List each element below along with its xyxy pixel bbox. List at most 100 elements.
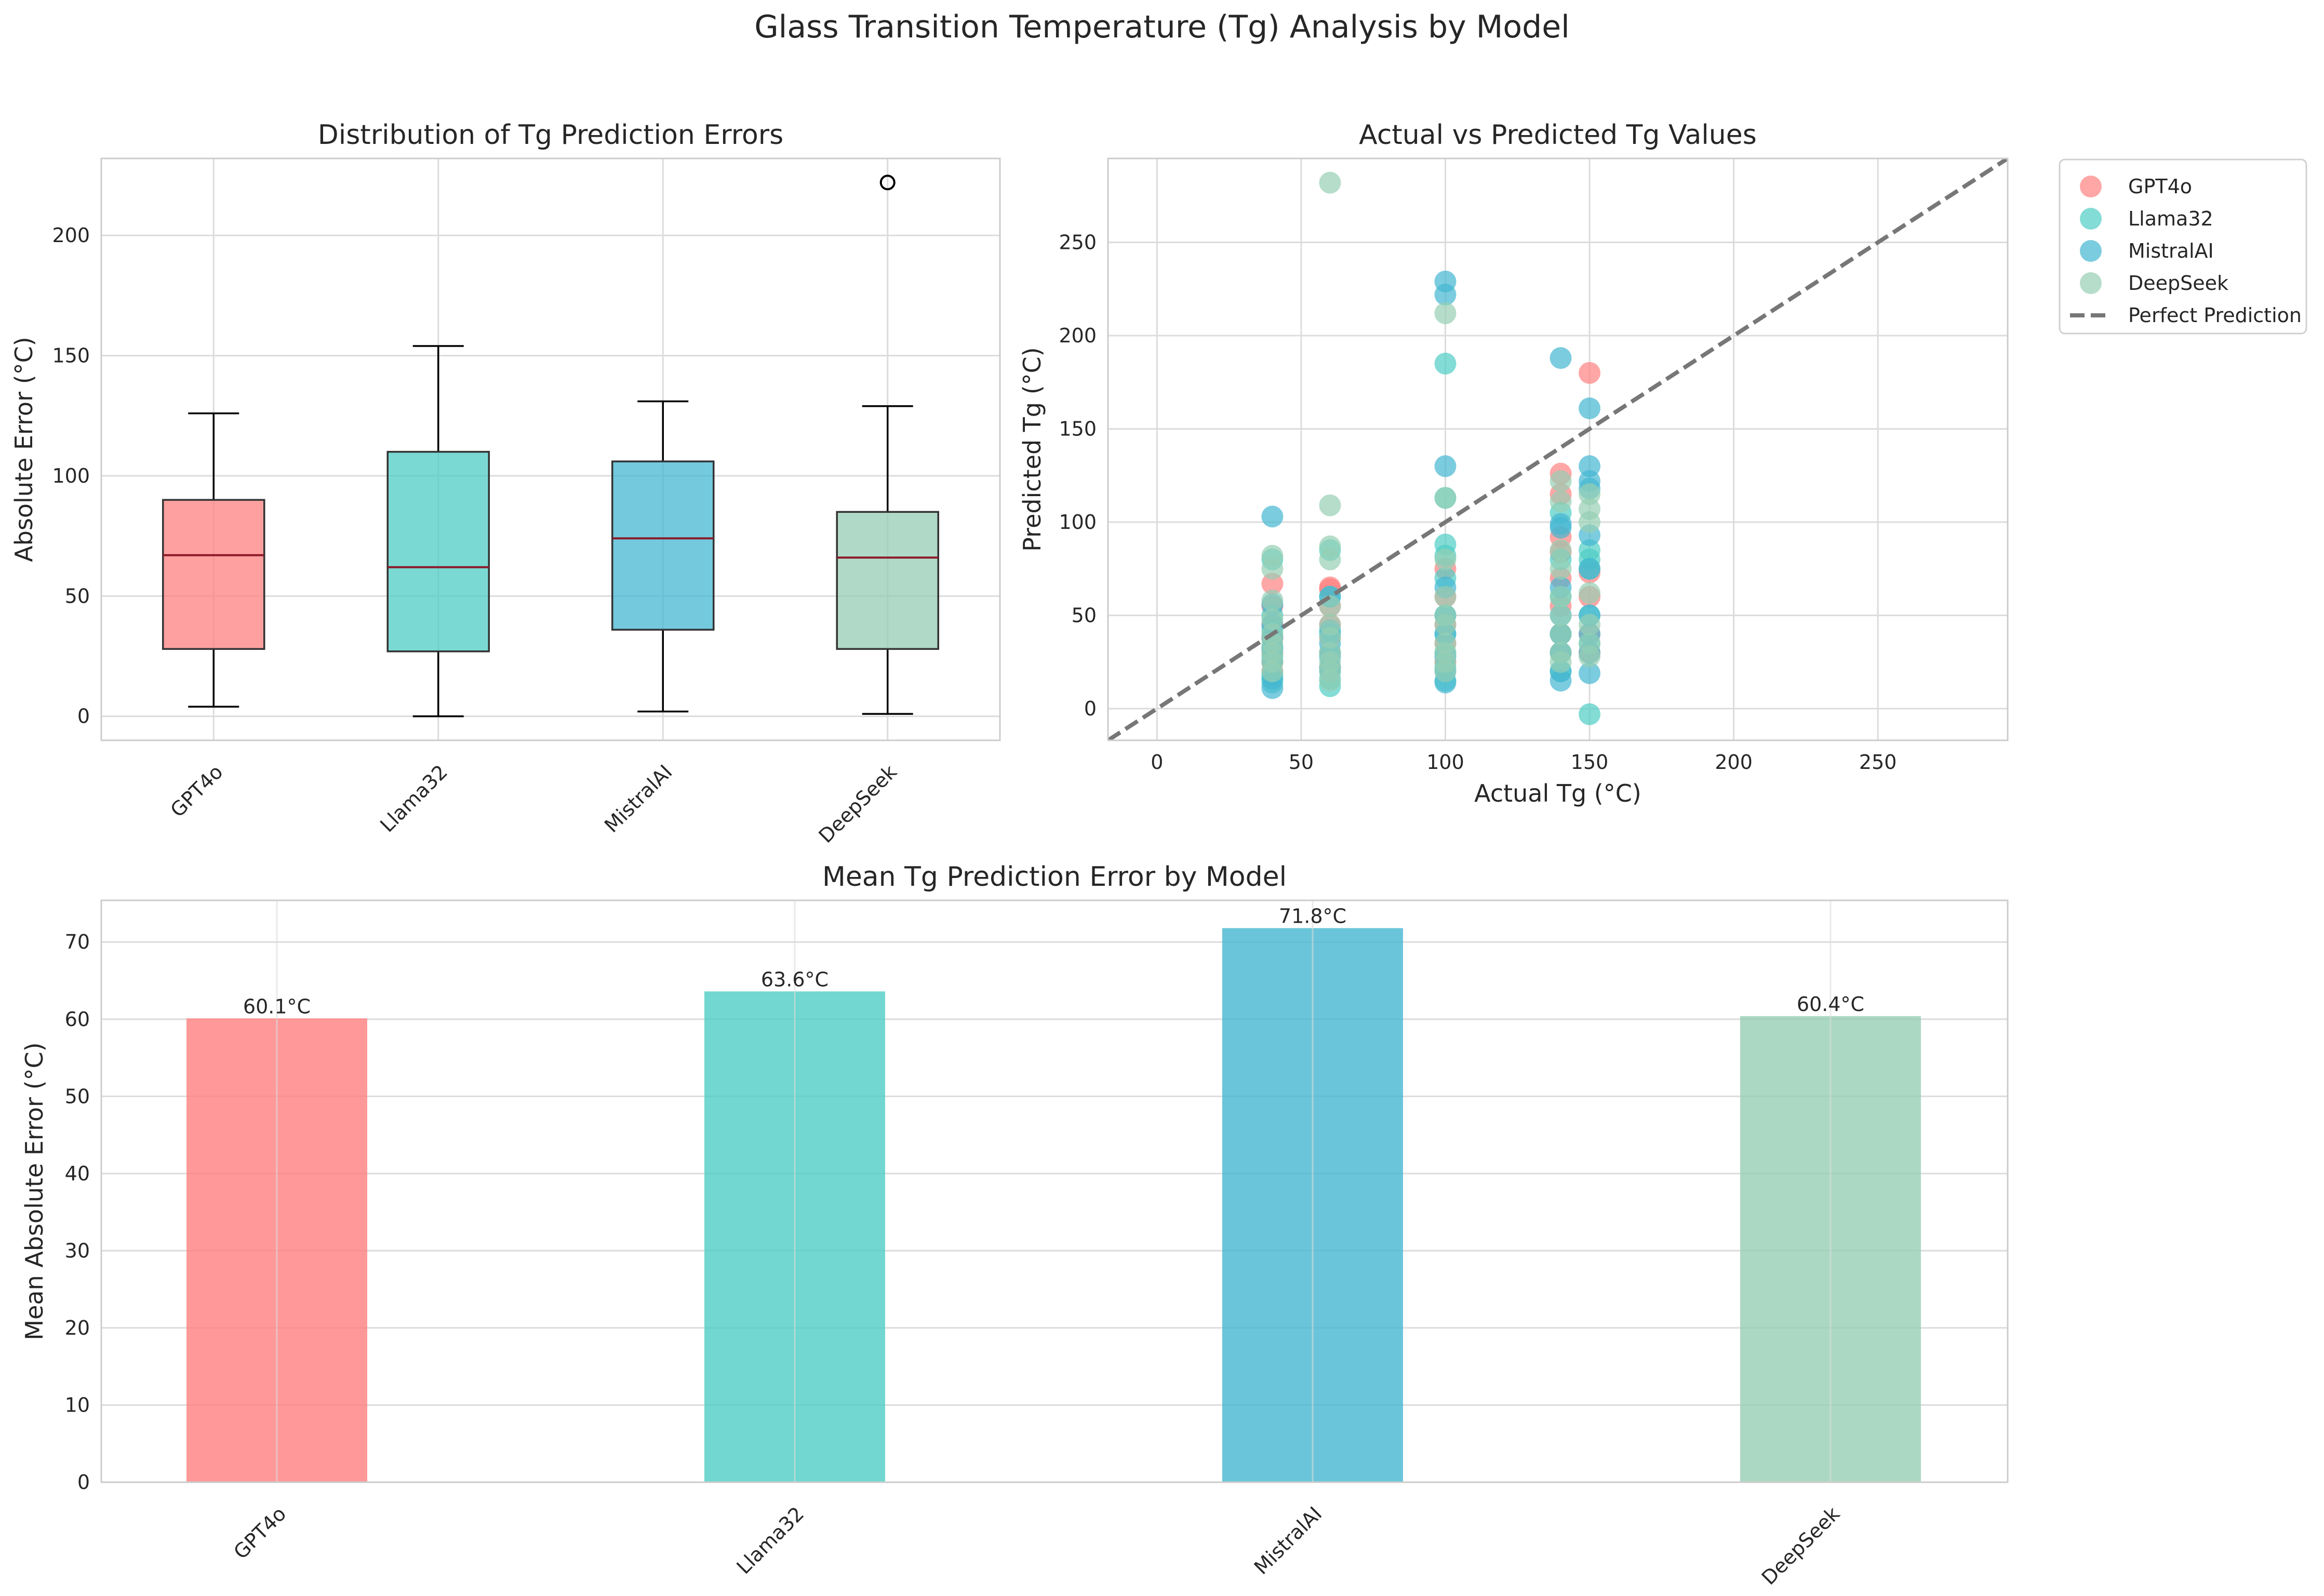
y-tick-label: 10 <box>65 1393 90 1416</box>
figure-title: Glass Transition Temperature (Tg) Analys… <box>754 9 1570 45</box>
scatter-point <box>1261 589 1284 611</box>
bar-value-label: 63.6°C <box>761 968 829 991</box>
scatter-point <box>1434 614 1457 636</box>
scatter-point <box>1434 302 1457 324</box>
scatter-point <box>1319 548 1341 570</box>
legend-frame <box>2059 158 2307 335</box>
chart-title: Mean Tg Prediction Error by Model <box>822 861 1287 893</box>
box-deepseek <box>836 175 939 715</box>
scatter-point <box>1434 487 1457 509</box>
scatter-point <box>1319 670 1341 692</box>
y-tick-label: 100 <box>52 464 90 487</box>
legend-label: DeepSeek <box>2128 272 2228 295</box>
scatter-point <box>1434 455 1457 477</box>
scatter-points <box>1108 158 2008 740</box>
y-tick-label: 0 <box>1084 697 1097 720</box>
plot-area <box>101 158 1000 740</box>
x-tick-label: 50 <box>1289 751 1314 774</box>
scatter-point <box>1579 483 1601 506</box>
y-tick-label: 150 <box>52 344 90 367</box>
scatter-point <box>1434 660 1457 683</box>
y-tick-label: 50 <box>1072 604 1097 627</box>
box-mistralai <box>611 400 715 713</box>
y-tick-label: 70 <box>65 930 90 953</box>
scatter-point <box>1319 494 1341 516</box>
box-gpt4o <box>162 412 265 708</box>
scatter-point <box>1319 627 1341 649</box>
x-tick-label: 250 <box>1859 751 1897 774</box>
y-axis-label: Absolute Error (°C) <box>10 337 38 562</box>
chart-title: Distribution of Tg Prediction Errors <box>318 119 784 151</box>
y-tick-label: 50 <box>65 1085 90 1108</box>
bar-value-label: 60.1°C <box>243 995 311 1018</box>
legend-marker-llama32 <box>2080 208 2102 230</box>
bar-chart: 01020304050607060.1°CGPT4o63.6°CLlama327… <box>20 861 2009 1589</box>
bar-value-label: 60.4°C <box>1797 993 1864 1016</box>
perfect-prediction-line <box>1108 158 2008 740</box>
y-tick-label: 0 <box>77 1471 90 1494</box>
bar-value-label: 71.8°C <box>1279 905 1346 927</box>
x-tick-label: 200 <box>1715 751 1753 774</box>
scatter-point <box>1550 604 1572 627</box>
scatter-point <box>1319 171 1341 194</box>
box-llama32 <box>386 345 490 717</box>
x-tick-label: 0 <box>1151 751 1163 774</box>
scatter-point <box>1550 539 1572 561</box>
iqr-box <box>611 460 715 631</box>
y-tick-label: 250 <box>1059 231 1097 254</box>
outlier-point <box>879 175 896 191</box>
scatter-point <box>1434 284 1457 306</box>
scatter-point <box>1579 703 1601 725</box>
axes-frame <box>100 157 1001 741</box>
scatter-point <box>1550 670 1572 692</box>
y-tick-label: 50 <box>65 584 90 607</box>
scatter-point <box>1550 516 1572 539</box>
chart-title: Actual vs Predicted Tg Values <box>1359 119 1757 151</box>
y-tick-label: 0 <box>77 705 90 728</box>
scatter-point <box>1579 397 1601 420</box>
y-axis-label: Predicted Tg (°C) <box>1018 347 1046 552</box>
scatter-point <box>1579 645 1601 668</box>
x-tick-label: 150 <box>1571 751 1609 774</box>
y-tick-label: 200 <box>52 224 90 247</box>
iqr-box <box>386 450 490 653</box>
scatter-point <box>1550 651 1572 673</box>
y-tick-label: 30 <box>65 1239 90 1262</box>
scatter-point <box>1261 506 1284 528</box>
scatter-point <box>1550 470 1572 493</box>
scatter-point <box>1579 614 1601 636</box>
scatter-point <box>1434 586 1457 608</box>
legend-marker-deepseek <box>2080 272 2102 294</box>
iqr-box <box>162 499 265 650</box>
y-tick-label: 60 <box>65 1008 90 1031</box>
scatter-point <box>1579 455 1601 477</box>
scatter-point <box>1579 662 1601 684</box>
y-tick-label: 200 <box>1059 324 1097 347</box>
x-tick-label: 100 <box>1426 751 1464 774</box>
y-tick-label: 150 <box>1059 418 1097 441</box>
scatter-plot-chart: 0 50 100 150 200 250 0 50 100 150 200 250 Actual vs … <box>1018 119 2307 807</box>
legend-marker-mistralai <box>2080 240 2102 262</box>
axes-frame <box>100 899 2009 1483</box>
scatter-point <box>1261 557 1284 580</box>
y-tick-label: 20 <box>65 1316 90 1339</box>
plot-area <box>101 900 2008 1482</box>
scatter-point <box>1261 660 1284 683</box>
legend-marker-gpt4o <box>2080 176 2102 197</box>
scatter-point <box>1579 557 1601 580</box>
scatter-point <box>1579 362 1601 384</box>
y-tick-label: 40 <box>65 1162 90 1185</box>
scatter-point <box>1261 677 1284 699</box>
y-axis-label: Mean Absolute Error (°C) <box>20 1042 48 1340</box>
scatter-point <box>1261 573 1284 595</box>
scatter-point <box>1261 608 1284 630</box>
scatter-point <box>1550 623 1572 645</box>
scatter-point <box>1434 548 1457 570</box>
legend-label: Llama32 <box>2128 207 2213 230</box>
y-tick-label: 100 <box>1059 511 1097 534</box>
scatter-point <box>1550 586 1572 608</box>
iqr-box <box>836 511 939 650</box>
axes-frame <box>1107 157 2009 741</box>
